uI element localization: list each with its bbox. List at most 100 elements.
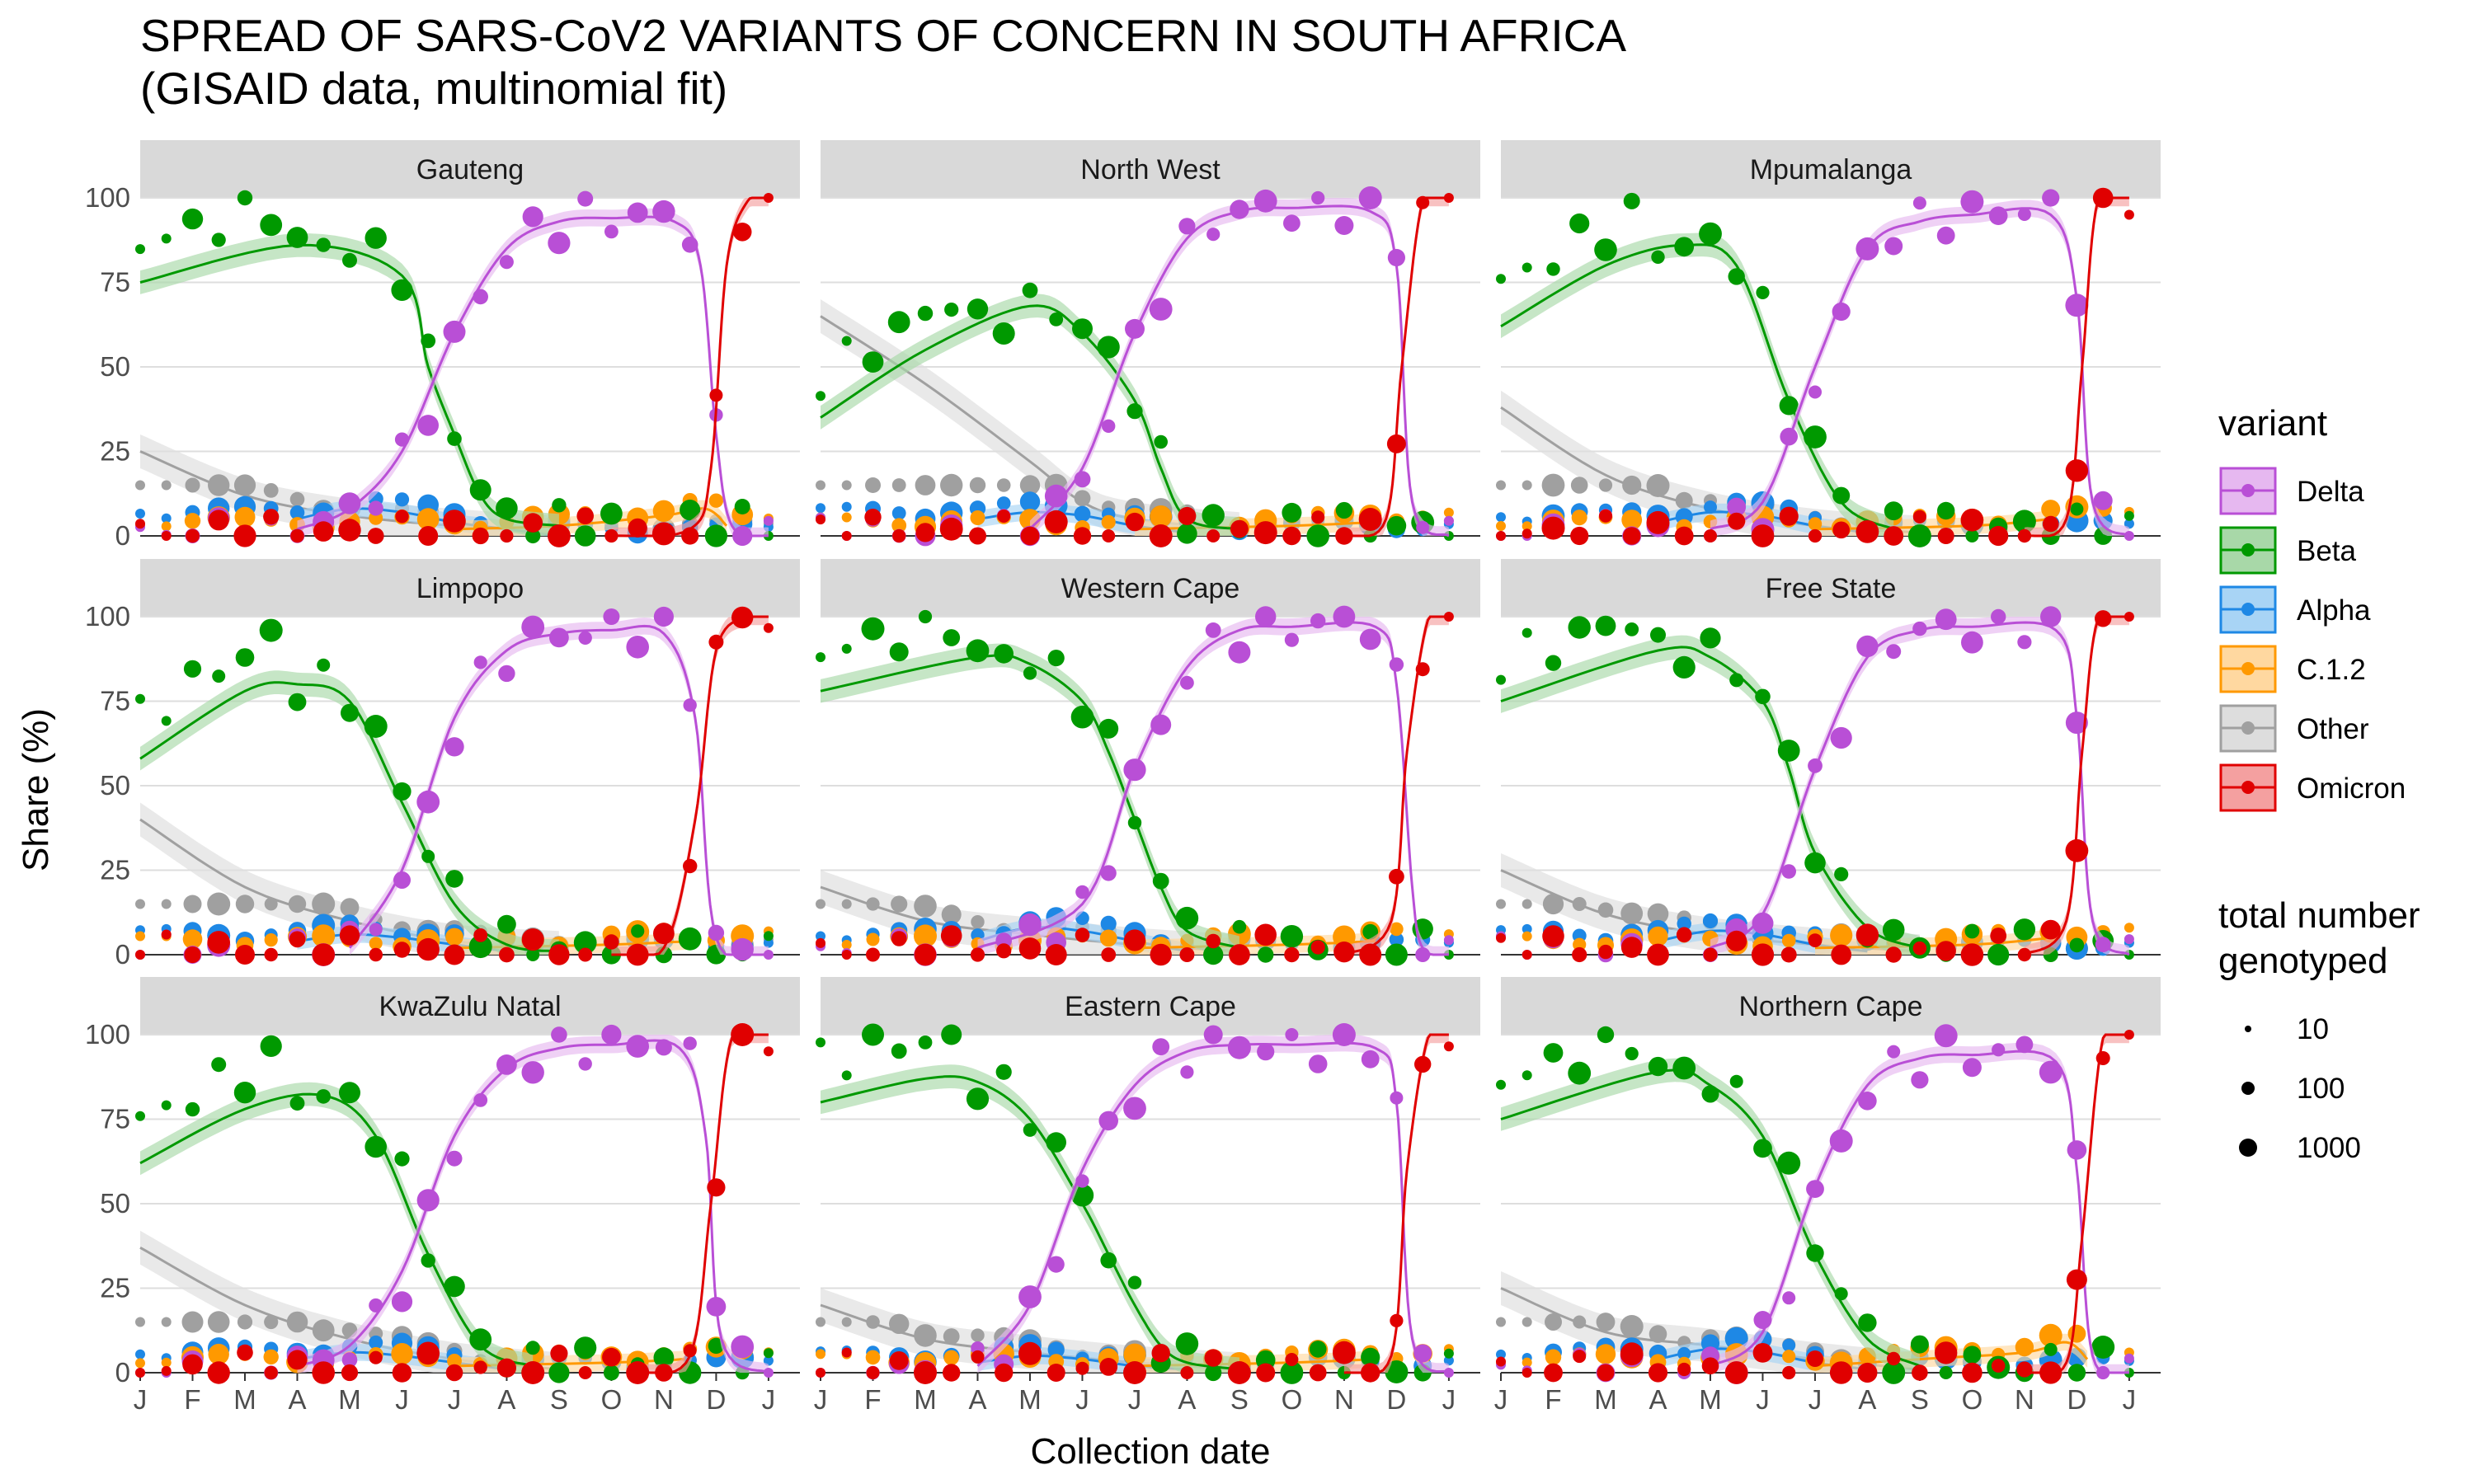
alpha-observed-point xyxy=(161,513,172,524)
delta-observed-point xyxy=(683,1036,697,1050)
beta-observed-point xyxy=(1701,1085,1719,1103)
omicron-observed-point xyxy=(521,1361,545,1384)
omicron-observed-point xyxy=(707,1178,726,1197)
omicron-observed-point xyxy=(1807,1350,1823,1367)
omicron-observed-point xyxy=(1047,1364,1065,1382)
delta-observed-point xyxy=(551,1026,567,1043)
alpha-observed-point xyxy=(1496,1349,1506,1360)
c12-observed-point xyxy=(970,510,985,525)
delta-observed-point xyxy=(1180,1065,1194,1079)
delta-observed-point xyxy=(603,608,620,625)
other-observed-point xyxy=(1522,480,1532,491)
delta-observed-point xyxy=(1285,1028,1299,1041)
delta-observed-point xyxy=(1830,726,1852,749)
beta-observed-point xyxy=(161,716,172,726)
c12-observed-point xyxy=(1621,510,1643,530)
delta-observed-point xyxy=(1125,318,1145,339)
delta-observed-point xyxy=(1227,1036,1251,1059)
beta-observed-point xyxy=(1963,1345,1982,1364)
omicron-observed-point xyxy=(816,514,825,525)
y-tick-label: 50 xyxy=(100,770,130,801)
c12-observed-point xyxy=(1648,926,1668,946)
omicron-observed-point xyxy=(889,1351,909,1370)
omicron-observed-point xyxy=(472,527,489,545)
other-observed-point xyxy=(943,1328,960,1345)
facet-strip xyxy=(140,140,800,198)
omicron-observed-point xyxy=(1622,527,1641,545)
delta-observed-point xyxy=(1102,419,1116,433)
legend-item-omicron: Omicron xyxy=(2219,763,2406,812)
beta-observed-point xyxy=(1386,515,1407,536)
delta-observed-point xyxy=(763,1368,774,1378)
omicron-observed-point xyxy=(287,1350,308,1370)
delta-observed-point xyxy=(473,289,488,305)
delta-observed-point xyxy=(1988,206,2008,225)
omicron-observed-point xyxy=(1935,941,1956,961)
beta-observed-point xyxy=(288,693,307,711)
delta-observed-point xyxy=(601,1024,622,1045)
c12-observed-point xyxy=(1808,517,1823,531)
other-observed-point xyxy=(1598,478,1613,492)
beta-observed-point xyxy=(447,431,462,446)
x-tick-label: N xyxy=(654,1384,674,1415)
delta-observed-point xyxy=(394,432,410,447)
c12-observed-point xyxy=(1123,1343,1146,1366)
omicron-observed-point xyxy=(182,1354,203,1375)
other-observed-point xyxy=(1496,480,1506,491)
other-observed-point xyxy=(207,892,231,916)
delta-observed-point xyxy=(1911,1071,1929,1089)
beta-observed-point xyxy=(497,914,516,934)
c12-observed-point xyxy=(866,932,880,946)
omicron-observed-point xyxy=(1358,508,1382,531)
omicron-observed-point xyxy=(1361,1363,1380,1383)
omicron-observed-point xyxy=(1102,529,1116,542)
facet-label: Mpumalanga xyxy=(1750,154,1912,186)
omicron-observed-point xyxy=(681,527,699,545)
alpha-observed-point xyxy=(1704,500,1717,514)
beta-observed-point xyxy=(2069,937,2085,953)
beta-observed-point xyxy=(992,322,1015,345)
beta-observed-point xyxy=(364,715,388,738)
omicron-observed-point xyxy=(416,937,440,961)
delta-observed-point xyxy=(1387,248,1405,267)
beta-observed-point xyxy=(286,227,308,248)
legend-key-point xyxy=(2241,662,2255,675)
delta-observed-point xyxy=(1310,613,1326,629)
beta-observed-point xyxy=(891,1043,907,1059)
omicron-observed-point xyxy=(1018,937,1042,960)
c12-observed-point xyxy=(1443,507,1454,518)
omicron-observed-point xyxy=(1285,1353,1299,1366)
omicron-observed-point xyxy=(1073,527,1092,545)
omicron-observed-point xyxy=(207,1361,230,1384)
omicron-observed-point xyxy=(208,510,229,531)
facet-label: Eastern Cape xyxy=(1065,991,1236,1022)
c12-observed-point xyxy=(391,1343,413,1365)
other-observed-point xyxy=(264,1314,279,1330)
beta-observed-point xyxy=(1594,238,1617,261)
beta-observed-point xyxy=(444,1275,465,1298)
omicron-observed-point xyxy=(1544,1363,1563,1383)
beta-observed-point xyxy=(2012,510,2036,533)
other-observed-point xyxy=(1573,1315,1587,1329)
beta-observed-point xyxy=(365,1135,388,1158)
delta-observed-point xyxy=(577,190,594,207)
omicron-observed-point xyxy=(604,934,619,950)
beta-observed-point xyxy=(1070,705,1094,729)
other-observed-point xyxy=(1597,902,1614,918)
c12-observed-point xyxy=(184,513,201,529)
c12-observed-point xyxy=(1390,922,1404,937)
delta-observed-point xyxy=(1205,622,1221,638)
beta-observed-point xyxy=(1047,650,1065,667)
beta-observed-point xyxy=(603,1364,619,1381)
omicron-observed-point xyxy=(969,527,986,545)
c12-observed-point xyxy=(369,937,383,951)
other-observed-point xyxy=(889,1313,910,1335)
c12-observed-point xyxy=(161,521,172,532)
omicron-observed-point xyxy=(1597,1364,1615,1382)
delta-observed-point xyxy=(1257,1043,1275,1061)
c12-observed-point xyxy=(182,929,203,949)
beta-observed-point xyxy=(1203,944,1224,965)
beta-observed-point xyxy=(1858,1313,1877,1332)
c12-observed-point xyxy=(263,1349,279,1365)
